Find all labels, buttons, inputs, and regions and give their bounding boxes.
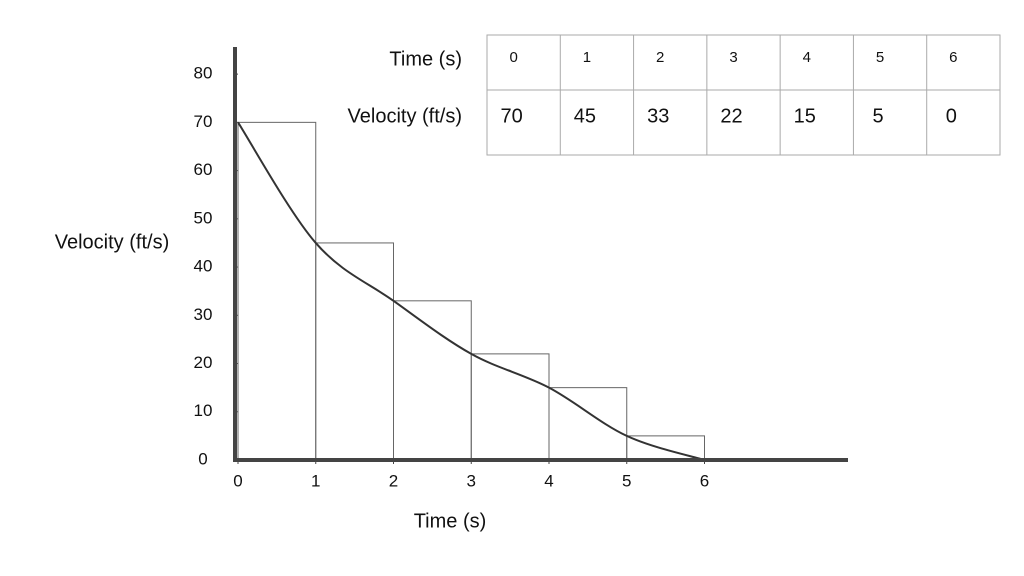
table-velocity-cell: 33: [647, 105, 669, 127]
x-tick-label: 6: [700, 471, 709, 490]
y-tick-label: 0: [198, 449, 207, 468]
table-time-cell: 3: [729, 49, 737, 66]
table-velocity-cell: 15: [794, 105, 816, 127]
x-tick-label: 2: [389, 471, 398, 490]
y-tick-label: 50: [194, 208, 213, 227]
table-velocity-cell: 22: [720, 105, 742, 127]
table-time-cell: 0: [509, 49, 517, 66]
table-row-label: Time (s): [389, 48, 462, 70]
x-tick-label: 0: [233, 471, 242, 490]
table-time-cell: 4: [803, 49, 811, 66]
y-tick-label: 80: [194, 64, 213, 83]
table: Time (s) Velocity (ft/s) 070145233322415…: [348, 34, 1001, 156]
y-tick-label: 40: [194, 257, 213, 276]
table-velocity-cell: 0: [946, 105, 957, 127]
y-tick-label: 10: [194, 401, 213, 420]
x-tick-label: 3: [467, 471, 476, 490]
y-tick-label: 30: [194, 305, 213, 324]
y-axis-label: Velocity (ft/s): [55, 231, 169, 253]
table-time-cell: 6: [949, 49, 957, 66]
table-time-cell: 1: [583, 49, 591, 66]
y-tick-label: 60: [194, 160, 213, 179]
x-tick-label: 1: [311, 471, 320, 490]
x-tick-label: 4: [544, 471, 553, 490]
table-time-cell: 2: [656, 49, 664, 66]
x-axis-label: Time (s): [414, 510, 487, 532]
table-velocity-cell: 5: [873, 105, 884, 127]
table-velocity-cell: 70: [501, 105, 523, 127]
table-row-label: Velocity (ft/s): [348, 105, 462, 127]
x-tick-label: 5: [622, 471, 631, 490]
y-tick-label: 20: [194, 353, 213, 372]
table-time-cell: 5: [876, 49, 884, 66]
velocity-curve: [237, 121, 705, 461]
table-velocity-cell: 45: [574, 105, 596, 127]
y-tick-label: 70: [194, 112, 213, 131]
table-border: [486, 34, 1001, 156]
